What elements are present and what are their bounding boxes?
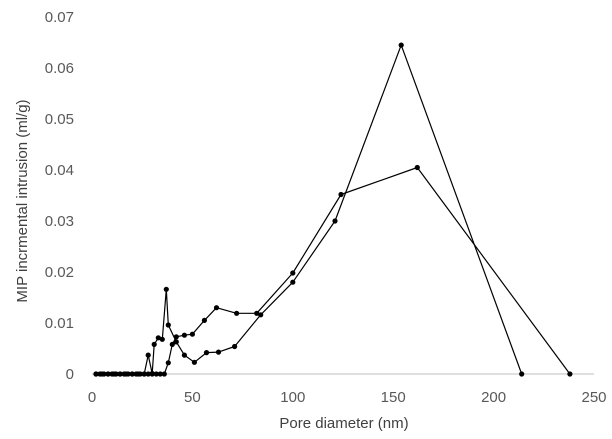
- x-tick-label: 50: [184, 389, 201, 406]
- data-point: [155, 335, 161, 341]
- data-point: [203, 350, 210, 356]
- y-tick-label: 0.04: [45, 162, 74, 179]
- y-tick-label: 0.05: [45, 111, 74, 128]
- y-tick-label: 0.06: [45, 60, 74, 77]
- data-point: [258, 312, 264, 318]
- data-point: [145, 352, 151, 358]
- series-line: [96, 166, 571, 375]
- data-point: [169, 341, 175, 347]
- data-point: [151, 341, 157, 347]
- data-point: [181, 332, 187, 338]
- data-point: [129, 371, 135, 377]
- data-point: [290, 279, 296, 285]
- data-point: [157, 371, 163, 377]
- series-layer: [93, 42, 573, 377]
- data-point: [215, 349, 222, 355]
- data-point: [93, 371, 99, 377]
- y-tick-label: 0.01: [45, 315, 74, 332]
- x-axis-title: Pore diameter (nm): [279, 415, 408, 432]
- data-point: [414, 164, 420, 171]
- data-point: [163, 286, 169, 292]
- x-tick-label: 0: [88, 389, 96, 406]
- data-point: [181, 352, 187, 358]
- data-point: [191, 359, 197, 365]
- data-point: [99, 371, 105, 377]
- y-axis-title: MIP incrmental intrusion (ml/g): [14, 99, 31, 302]
- data-point: [153, 371, 159, 377]
- data-point: [117, 371, 123, 377]
- y-tick-label: 0: [66, 366, 74, 383]
- y-tick-label: 0.03: [45, 213, 74, 230]
- data-point: [567, 371, 573, 377]
- data-point: [290, 270, 296, 276]
- data-point: [189, 331, 195, 337]
- series-2: [93, 42, 525, 377]
- y-tick-label: 0.02: [45, 264, 74, 281]
- data-point: [165, 322, 171, 328]
- x-tick-label: 100: [280, 389, 305, 406]
- data-point: [519, 371, 525, 377]
- series-1: [93, 164, 573, 377]
- data-point: [111, 371, 117, 377]
- data-point: [135, 371, 141, 377]
- x-tick-label: 250: [581, 389, 606, 406]
- data-point: [141, 371, 147, 377]
- data-point: [105, 371, 111, 377]
- data-point: [332, 218, 338, 224]
- data-point: [338, 191, 344, 198]
- data-point: [201, 317, 207, 323]
- data-point: [213, 305, 220, 311]
- data-point: [232, 343, 238, 350]
- data-point: [161, 371, 167, 377]
- data-point: [165, 360, 171, 366]
- data-point: [149, 370, 155, 377]
- data-point: [234, 310, 240, 316]
- data-point: [173, 339, 179, 345]
- data-point: [145, 371, 151, 377]
- data-point: [398, 42, 404, 48]
- x-tick-label: 150: [381, 389, 406, 406]
- axes: 0 50 100 150 200 250 0 0.01 0.02 0.03 0.04 0.05 0.06…: [45, 9, 607, 406]
- data-point: [254, 310, 260, 316]
- series-line: [96, 44, 523, 375]
- data-point: [159, 336, 165, 342]
- y-tick-label: 0.07: [45, 9, 74, 26]
- x-tick-label: 200: [481, 389, 506, 406]
- data-point: [123, 371, 129, 377]
